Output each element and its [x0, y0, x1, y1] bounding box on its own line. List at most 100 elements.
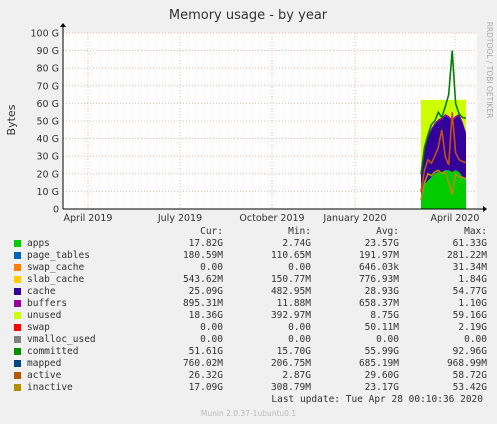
legend-header: Cur: Min: Avg: Max: — [12, 226, 490, 238]
legend-label: swap_cache — [27, 262, 85, 273]
legend-label: apps — [27, 238, 50, 249]
legend-cur-value: 25.09G — [188, 286, 223, 297]
legend-avg-value: 646.03k — [358, 262, 399, 273]
legend-label: buffers — [27, 298, 68, 309]
legend-label: unused — [27, 310, 62, 321]
legend-cur-value: 18.36G — [188, 310, 223, 321]
memory-chart: Memory usage - by year Bytes RRDTOOL / T… — [5, 8, 494, 224]
legend-header-cur: Cur: — [200, 226, 223, 237]
legend-avg-value: 685.19M — [358, 358, 399, 369]
x-tick-label: July 2019 — [157, 213, 202, 224]
y-tick-label: 60 G — [37, 99, 59, 110]
series-areas — [421, 99, 466, 209]
legend-min-value: 11.88M — [276, 298, 311, 309]
x-axis-arrow — [483, 206, 487, 212]
legend-max-value: 968.99M — [446, 358, 487, 369]
y-axis-label: Bytes — [5, 104, 18, 135]
legend-cur-value: 760.02M — [182, 358, 223, 369]
area-unused — [421, 99, 466, 172]
legend-cur-value: 26.32G — [188, 370, 223, 381]
axes — [60, 23, 487, 212]
legend-swatch — [14, 300, 21, 307]
legend-row-unused: unused 18.36G 392.97M 8.75G 59.16G — [12, 310, 490, 322]
legend-label: vmalloc_used — [27, 334, 96, 345]
legend-swatch — [14, 264, 21, 271]
legend-swatch — [14, 288, 21, 295]
y-tick-label: 70 G — [37, 81, 59, 92]
legend-cur-value: 0.00 — [200, 334, 223, 345]
legend-row-cache: cache 25.09G 482.95M 28.93G 54.77G — [12, 286, 490, 298]
legend-max-value: 281.22M — [446, 250, 487, 261]
legend-max-value: 61.33G — [452, 238, 487, 249]
legend-label: swap — [27, 322, 50, 333]
legend-avg-value: 8.75G — [370, 310, 399, 321]
legend-label: inactive — [27, 382, 73, 393]
legend-swatch — [14, 252, 21, 259]
legend-min-value: 392.97M — [270, 310, 311, 321]
series-lines — [420, 50, 467, 201]
legend-max-value: 1.10G — [458, 298, 487, 309]
legend-avg-value: 28.93G — [364, 286, 399, 297]
legend-label: mapped — [27, 358, 62, 369]
legend-header-min: Min: — [288, 226, 311, 237]
legend-min-value: 308.79M — [270, 382, 311, 393]
y-tick-label: 100 G — [30, 29, 59, 40]
x-tick-label: April 2020 — [431, 213, 480, 224]
legend-min-value: 482.95M — [270, 286, 311, 297]
legend-max-value: 0.00 — [464, 334, 487, 345]
rrdtool-watermark: RRDTOOL / TOBI OETIKER — [485, 22, 494, 119]
legend-row-active: active 26.32G 2.87G 29.60G 58.72G — [12, 370, 490, 382]
legend-header-max: Max: — [464, 226, 487, 237]
legend-cur-value: 51.61G — [188, 346, 223, 357]
legend-avg-value: 0.00 — [376, 334, 399, 345]
legend-min-value: 0.00 — [288, 322, 311, 333]
legend-swatch — [14, 360, 21, 367]
legend-row-slab_cache: slab_cache 543.62M 150.77M 776.93M 1.84G — [12, 274, 490, 286]
legend-swatch — [14, 324, 21, 331]
y-tick-label: 10 G — [37, 187, 59, 198]
legend-max-value: 53.42G — [452, 382, 487, 393]
legend-label: page_tables — [27, 250, 90, 261]
legend-min-value: 0.00 — [288, 262, 311, 273]
legend-max-value: 59.16G — [452, 310, 487, 321]
legend-cur-value: 17.82G — [188, 238, 223, 249]
x-tick-label: October 2019 — [239, 213, 304, 224]
legend-avg-value: 50.11M — [364, 322, 399, 333]
legend-rows: apps 17.82G 2.74G 23.57G 61.33G page_tables 18… — [12, 238, 490, 394]
legend-max-value: 92.96G — [452, 346, 487, 357]
legend-row-page_tables: page_tables 180.59M 110.65M 191.97M 281.22M — [12, 250, 490, 262]
y-tick-label: 40 G — [37, 134, 59, 145]
legend-min-value: 0.00 — [288, 334, 311, 345]
legend-row-mapped: mapped 760.02M 206.75M 685.19M 968.99M — [12, 358, 490, 370]
legend-header-avg: Avg: — [376, 226, 399, 237]
y-tick-label: 0 — [53, 205, 59, 216]
legend-swatch — [14, 336, 21, 343]
legend: Cur: Min: Avg: Max: apps 17.82G 2.74G 23.57… — [12, 226, 490, 394]
y-tick-label: 20 G — [37, 169, 59, 180]
legend-swatch — [14, 348, 21, 355]
legend-label: cache — [27, 286, 56, 297]
area-buffers — [421, 114, 466, 174]
y-tick-label: 30 G — [37, 152, 59, 163]
legend-max-value: 54.77G — [452, 286, 487, 297]
legend-cur-value: 895.31M — [182, 298, 223, 309]
legend-max-value: 1.84G — [458, 274, 487, 285]
legend-max-value: 31.34M — [452, 262, 487, 273]
line-inactive — [420, 169, 467, 201]
footer-version: Munin 2.0.37-1ubuntu0.1 — [200, 409, 297, 418]
line-active — [420, 112, 467, 192]
legend-min-value: 2.74G — [282, 238, 311, 249]
legend-row-swap_cache: swap_cache 0.00 0.00 646.03k 31.34M — [12, 262, 490, 274]
legend-swatch — [14, 240, 21, 247]
y-tick-labels: 0 10 G 20 G 30 G 40 G 50 G 60 G 70 G 80 G 90 G 100… — [30, 29, 59, 216]
chart-title: Memory usage - by year — [169, 8, 328, 23]
legend-label: committed — [27, 346, 79, 357]
legend-min-value: 206.75M — [270, 358, 311, 369]
legend-avg-value: 55.99G — [364, 346, 399, 357]
legend-max-value: 58.72G — [452, 370, 487, 381]
legend-row-swap: swap 0.00 0.00 50.11M 2.19G — [12, 322, 490, 334]
y-axis-arrow — [60, 23, 66, 27]
last-update: Last update: Tue Apr 28 00:10:36 2020 — [271, 394, 483, 405]
legend-avg-value: 29.60G — [364, 370, 399, 381]
legend-avg-value: 658.37M — [358, 298, 399, 309]
